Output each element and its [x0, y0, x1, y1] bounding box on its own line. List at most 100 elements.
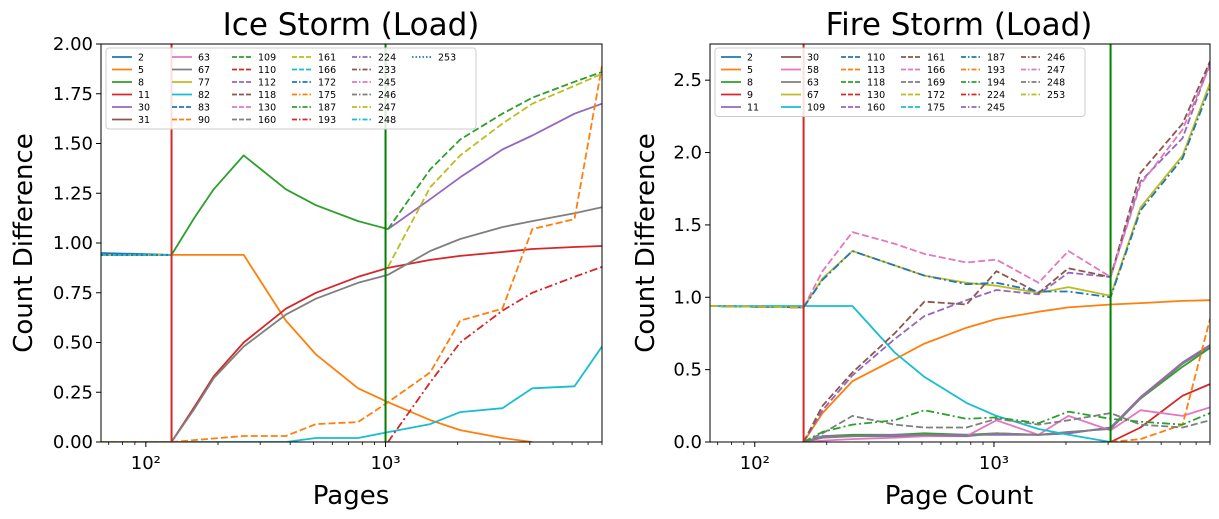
legend-label: 11: [138, 90, 150, 101]
series-line: [803, 344, 1210, 442]
legend-label: 175: [927, 103, 945, 114]
series-line: [802, 65, 1210, 308]
legend-label: 130: [867, 90, 885, 101]
y-tick-label: 2.00: [53, 34, 93, 55]
legend-label: 67: [807, 90, 819, 101]
legend-box: [105, 47, 477, 130]
legend-label: 5: [138, 65, 144, 76]
legend-label: 193: [318, 115, 336, 126]
legend-label: 8: [138, 78, 144, 89]
series-line: [170, 154, 389, 256]
legend-label: 253: [438, 53, 456, 64]
x-tick-label: 10³: [370, 453, 400, 474]
legend-label: 110: [867, 53, 885, 64]
legend-label: 2: [138, 53, 144, 64]
legend-label: 187: [318, 103, 336, 114]
legend-label: 172: [318, 78, 336, 89]
chart-title: Fire Storm (Load): [826, 7, 1093, 43]
legend-label: 9: [747, 90, 753, 101]
legend-label: 5: [747, 65, 753, 76]
legend-label: 30: [138, 103, 150, 114]
chart-title: Ice Storm (Load): [223, 7, 480, 43]
legend-label: 233: [378, 65, 396, 76]
ice-storm-panel: Ice Storm (Load) Pages Count Difference …: [9, 7, 603, 511]
legend-label: 166: [318, 65, 336, 76]
series-line: [710, 305, 804, 309]
legend-label: 247: [378, 103, 396, 114]
legend-label: 160: [258, 115, 276, 126]
y-tick-label: 1.50: [53, 134, 93, 155]
series-line: [802, 82, 1210, 308]
legend-label: 169: [927, 78, 945, 89]
legend-label: 194: [987, 78, 1005, 89]
legend-label: 247: [1047, 65, 1065, 76]
legend-label: 161: [318, 53, 336, 64]
series-line: [101, 254, 533, 442]
legend-label: 63: [807, 78, 819, 89]
legend-label: 161: [927, 53, 945, 64]
legend-label: 248: [1047, 78, 1065, 89]
y-axis-label: Count Difference: [631, 133, 661, 353]
series-line: [1110, 383, 1210, 442]
y-tick-label: 1.0: [673, 287, 702, 308]
x-tick-label: 10²: [131, 453, 161, 474]
axes-frame: [709, 43, 1211, 443]
y-tick-label: 2.0: [673, 143, 702, 164]
legend-label: 11: [747, 103, 759, 114]
legend-label: 2: [747, 53, 753, 64]
series-line: [803, 345, 1210, 442]
legend-label: 172: [927, 90, 945, 101]
legend-label: 253: [1047, 90, 1065, 101]
legend-label: 83: [198, 103, 210, 114]
legend-box: [714, 47, 1086, 117]
series-line: [803, 409, 1210, 442]
legend-label: 31: [138, 115, 150, 126]
series-line: [710, 305, 1111, 442]
legend-label: 130: [258, 103, 276, 114]
legend-label: 118: [258, 90, 276, 101]
legend-label: 187: [987, 53, 1005, 64]
series-line: [101, 345, 602, 442]
legend-label: 109: [807, 103, 825, 114]
y-tick-label: 0.50: [53, 333, 93, 354]
series-line: [1110, 318, 1210, 442]
series-line: [387, 72, 602, 268]
x-axis-label: Page Count: [885, 481, 1033, 511]
y-tick-label: 1.75: [53, 84, 93, 105]
series-line: [802, 62, 1210, 442]
y-axis-label: Count Difference: [9, 133, 39, 353]
legend-label: 160: [867, 103, 885, 114]
legend-label: 8: [747, 78, 753, 89]
legend-label: 58: [807, 65, 819, 76]
plot-area: [710, 44, 1210, 442]
legend-label: 175: [318, 90, 336, 101]
x-tick-label: 10²: [740, 453, 770, 474]
y-tick-label: 1.25: [53, 183, 93, 204]
legend-label: 118: [867, 78, 885, 89]
x-tick-label: 10³: [979, 453, 1009, 474]
series-line: [387, 102, 602, 230]
y-tick-label: 0.25: [53, 382, 93, 403]
plot-area: [101, 44, 602, 442]
y-tick-label: 0.0: [673, 432, 702, 453]
legend-label: 113: [867, 65, 885, 76]
legend-label: 90: [198, 115, 210, 126]
series-line: [170, 206, 602, 442]
legend-label: 246: [378, 90, 396, 101]
fire-storm-panel: Fire Storm (Load) Page Count Count Diffe…: [631, 7, 1211, 511]
legend-label: 77: [198, 78, 210, 89]
legend-label: 63: [198, 53, 210, 64]
y-tick-label: 0.5: [673, 360, 702, 381]
legend-label: 82: [198, 90, 210, 101]
y-tick-label: 1.5: [673, 215, 702, 236]
series-line: [802, 299, 1210, 442]
series-line: [387, 71, 602, 230]
legend-label: 248: [378, 115, 396, 126]
legend: 2589113058636710911011311813016016116616…: [714, 47, 1086, 117]
legend-label: 245: [378, 78, 396, 89]
series-line: [802, 61, 1210, 442]
legend-label: 30: [807, 53, 819, 64]
legend-label: 246: [1047, 53, 1065, 64]
y-tick-label: 0.00: [53, 432, 93, 453]
